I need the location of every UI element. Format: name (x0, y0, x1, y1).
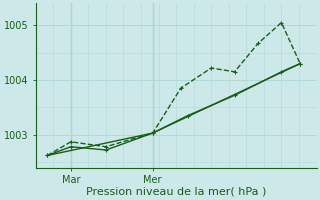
X-axis label: Pression niveau de la mer( hPa ): Pression niveau de la mer( hPa ) (86, 187, 266, 197)
